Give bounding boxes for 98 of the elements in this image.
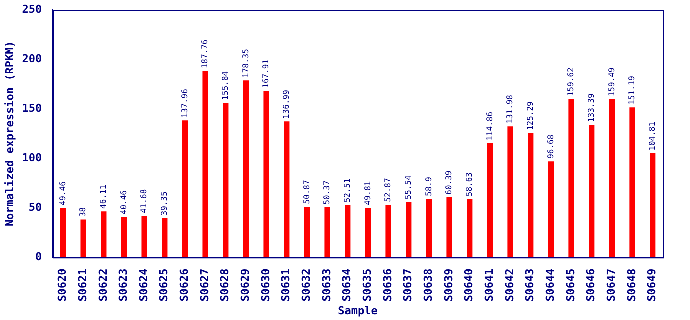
bar — [202, 71, 208, 258]
x-tick-label: S0640 — [462, 268, 476, 302]
bar — [630, 108, 636, 258]
bar — [345, 205, 351, 258]
bar — [80, 220, 86, 258]
data-label: 167.91 — [262, 59, 271, 88]
x-tick-label: S0627 — [198, 268, 212, 302]
x-tick-label: S0641 — [483, 268, 496, 302]
bar — [508, 126, 514, 258]
x-tick-label: S0620 — [56, 268, 70, 302]
y-axis-title: Normalized expression (RPKM) — [3, 41, 16, 227]
x-tick-label: S0621 — [76, 268, 90, 302]
bar — [223, 102, 229, 258]
bar — [446, 198, 452, 258]
bar — [609, 99, 616, 258]
data-label: 133.39 — [586, 93, 596, 123]
bar — [487, 144, 494, 258]
data-label: 104.81 — [648, 122, 657, 151]
y-tick-label: 200 — [22, 52, 42, 66]
bar — [264, 91, 270, 258]
y-tick-label: 250 — [22, 2, 42, 16]
data-label: 137.96 — [180, 88, 190, 118]
x-tick-label: S0649 — [646, 268, 659, 302]
x-tick-label: S0625 — [158, 268, 171, 302]
bar — [284, 122, 290, 258]
data-label: 96.68 — [546, 134, 556, 159]
bar — [142, 216, 148, 258]
data-label: 60.39 — [444, 170, 454, 195]
bar — [467, 199, 473, 258]
x-tick-label: S0643 — [524, 268, 537, 302]
data-label: 39.35 — [160, 191, 169, 216]
data-label: 58.63 — [464, 172, 474, 197]
x-tick-label: S0635 — [361, 268, 374, 302]
data-label: 50.37 — [322, 180, 332, 205]
x-tick-label: S0642 — [503, 268, 516, 302]
bar — [426, 199, 432, 258]
data-label: 187.76 — [200, 40, 210, 69]
x-tick-label: S0628 — [218, 268, 232, 302]
data-label: 178.35 — [241, 48, 250, 78]
data-label: 155.84 — [220, 71, 230, 100]
y-tick-label: 150 — [22, 102, 42, 115]
data-label: 40.46 — [119, 190, 128, 215]
data-label: 49.81 — [363, 181, 372, 206]
data-label: 55.54 — [404, 175, 413, 200]
x-tick-label: S0630 — [259, 268, 272, 302]
data-label: 50.87 — [302, 180, 312, 204]
bar — [182, 120, 188, 258]
data-label: 41.68 — [140, 189, 149, 214]
x-axis-title: Sample — [338, 304, 378, 318]
data-label: 58.9 — [424, 176, 434, 196]
x-tick-label: S0631 — [280, 268, 293, 302]
x-tick-label: S0633 — [320, 268, 334, 302]
data-label: 151.19 — [628, 76, 637, 105]
data-label: 136.99 — [282, 90, 291, 119]
y-tick-label: 0 — [35, 250, 42, 264]
x-tick-label: S0629 — [239, 268, 252, 302]
bar — [386, 204, 392, 258]
bar — [324, 207, 330, 258]
x-tick-label: S0639 — [442, 268, 456, 302]
x-tick-label: S0644 — [544, 268, 558, 302]
bar — [162, 218, 168, 258]
data-label: 46.11 — [98, 184, 108, 210]
x-tick-label: S0622 — [96, 268, 110, 302]
x-tick-label: S0648 — [625, 268, 638, 302]
x-tick-label: S0626 — [178, 268, 192, 302]
data-label: 114.86 — [485, 112, 494, 141]
bar — [406, 202, 412, 258]
x-tick-label: S0636 — [381, 268, 394, 302]
bar — [568, 99, 574, 258]
bar — [365, 208, 372, 258]
data-label: 52.87 — [384, 178, 393, 202]
bar — [121, 217, 128, 258]
x-tick-label: S0623 — [117, 268, 130, 302]
bar — [101, 212, 107, 258]
bar — [528, 133, 534, 258]
y-tick-label: 50 — [28, 201, 42, 214]
x-tick-label: S0645 — [564, 268, 578, 302]
data-label: 125.29 — [526, 101, 535, 131]
bar — [548, 162, 554, 258]
x-tick-label: S0647 — [605, 268, 618, 302]
data-label: 49.46 — [58, 181, 68, 206]
bar — [589, 125, 595, 258]
x-tick-label: S0634 — [340, 268, 354, 302]
data-label: 38 — [78, 207, 88, 218]
bar — [650, 154, 656, 258]
bar — [243, 80, 250, 258]
data-label: 159.62 — [566, 67, 576, 97]
x-tick-label: S0638 — [422, 268, 436, 302]
bar — [60, 208, 66, 258]
data-label: 131.98 — [506, 94, 515, 124]
x-tick-label: S0632 — [300, 268, 314, 302]
data-label: 52.51 — [342, 178, 352, 203]
data-label: 159.49 — [607, 68, 616, 97]
bar — [304, 206, 310, 258]
y-tick-label: 100 — [22, 151, 42, 164]
x-tick-label: S0624 — [137, 268, 150, 302]
x-tick-label: S0646 — [584, 268, 598, 302]
x-tick-label: S0637 — [402, 268, 415, 302]
